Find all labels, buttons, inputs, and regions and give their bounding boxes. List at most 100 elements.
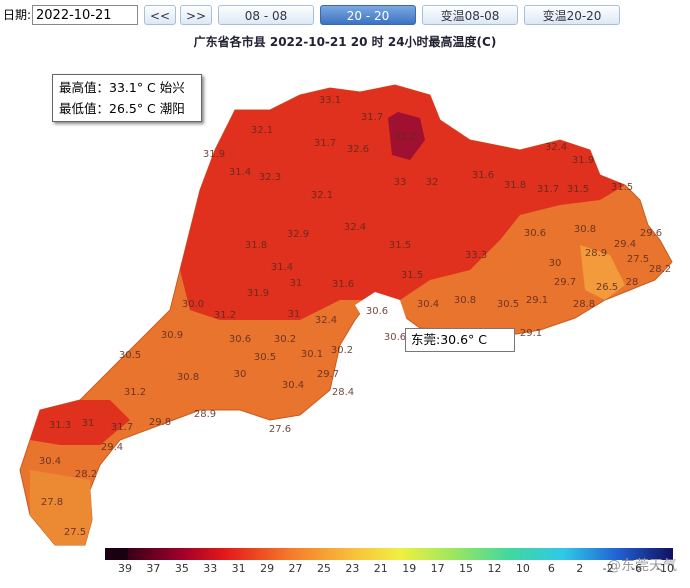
station-value: 32.2 <box>394 132 416 143</box>
legend-label: 12 <box>487 562 501 575</box>
min-value: 最低值：26.5° C 潮阳 <box>59 101 185 116</box>
station-value: 31.2 <box>214 310 236 321</box>
station-value: 29.1 <box>526 295 548 306</box>
hot-region <box>30 400 130 445</box>
station-value: 30 <box>234 369 247 380</box>
time-button[interactable]: 变温20-20 <box>524 5 620 25</box>
time-button[interactable]: 20 - 20 <box>320 5 416 25</box>
hot-region <box>180 85 625 320</box>
time-button[interactable]: 变温08-08 <box>422 5 518 25</box>
station-value: 31.2 <box>124 387 146 398</box>
station-value: 31.9 <box>247 288 269 299</box>
map-title: 广东省各市县 2022-10-21 20 时 24小时最高温度(C) <box>194 34 497 49</box>
station-value: 28.4 <box>332 387 354 398</box>
station-value: 27.5 <box>64 527 86 538</box>
station-value: 30.5 <box>119 350 141 361</box>
time-button[interactable]: 08 - 08 <box>218 5 314 25</box>
legend-label: 33 <box>203 562 217 575</box>
station-value: 31.6 <box>332 279 354 290</box>
station-value: 32.4 <box>545 142 567 153</box>
station-value: 30.6 <box>384 332 406 343</box>
legend-label: -6 <box>631 562 642 575</box>
next-button[interactable]: >> <box>180 5 212 25</box>
station-value: 30.4 <box>39 456 61 467</box>
station-value: 30.8 <box>574 224 596 235</box>
station-value: 30.0 <box>182 299 204 310</box>
station-value: 31.4 <box>271 262 293 273</box>
station-value: 29.6 <box>640 228 662 239</box>
station-value: 31.7 <box>537 184 559 195</box>
station-value: 32.9 <box>287 229 309 240</box>
station-value: 31.3 <box>49 420 71 431</box>
station-value: 29.1 <box>520 328 542 339</box>
date-input[interactable]: 2022-10-21 <box>32 5 138 25</box>
station-value: 28.2 <box>75 469 97 480</box>
legend-label: 17 <box>431 562 445 575</box>
legend-label: 39 <box>118 562 132 575</box>
sea-bay <box>355 292 410 345</box>
legend-label: 19 <box>402 562 416 575</box>
station-value: 30.6 <box>229 334 251 345</box>
station-value: 30.2 <box>274 334 296 345</box>
station-value: 26.5 <box>596 282 618 293</box>
station-value: 32.1 <box>311 190 333 201</box>
mild-region <box>580 245 625 300</box>
station-value: 31.4 <box>229 167 251 178</box>
station-value: 30.4 <box>417 299 439 310</box>
station-value: 29.7 <box>317 369 339 380</box>
station-value: 29.4 <box>614 239 636 250</box>
station-value: 29.7 <box>554 277 576 288</box>
station-value: 30 <box>549 258 562 269</box>
station-value: 31.9 <box>572 155 594 166</box>
legend-bar <box>128 548 673 560</box>
station-value: 33 <box>394 177 407 188</box>
station-value: 31.7 <box>314 138 336 149</box>
prev-button[interactable]: << <box>144 5 176 25</box>
station-value: 30.4 <box>282 380 304 391</box>
station-value: 31.7 <box>361 112 383 123</box>
station-value: 31.5 <box>401 270 423 281</box>
station-value: 27.5 <box>627 254 649 265</box>
legend-label: 21 <box>374 562 388 575</box>
peak-region <box>388 112 425 160</box>
station-value: 27.6 <box>269 424 291 435</box>
station-value: 30.8 <box>177 372 199 383</box>
legend-label: 2 <box>576 562 583 575</box>
station-value: 30.9 <box>161 330 183 341</box>
station-value: 33.3 <box>465 250 487 261</box>
date-label: 日期: <box>2 8 32 22</box>
station-value: 30.6 <box>524 228 546 239</box>
station-value: 31 <box>290 278 303 289</box>
station-value: 31 <box>288 309 301 320</box>
station-value: 32.4 <box>344 222 366 233</box>
station-value: 29.8 <box>149 417 171 428</box>
station-value: 31.7 <box>111 422 133 433</box>
legend-label: 15 <box>459 562 473 575</box>
station-value: 32.6 <box>347 144 369 155</box>
station-value: 30.6 <box>366 306 388 317</box>
legend-bar <box>105 548 128 560</box>
station-value: 31.5 <box>567 184 589 195</box>
max-value: 最高值：33.1° C 始兴 <box>59 80 185 95</box>
legend-label: 6 <box>548 562 555 575</box>
station-value: 30.2 <box>331 345 353 356</box>
legend-label: -2 <box>603 562 614 575</box>
legend-label: -10 <box>656 562 674 575</box>
legend-label: 37 <box>146 562 160 575</box>
station-value: 32.3 <box>259 172 281 183</box>
station-value: 31.8 <box>245 240 267 251</box>
station-value: 30.5 <box>497 299 519 310</box>
watermark: @东莞天气 <box>607 558 677 574</box>
legend-label: 35 <box>175 562 189 575</box>
mild-region <box>30 470 92 545</box>
station-value: 27.8 <box>41 497 63 508</box>
station-value: 31.8 <box>504 180 526 191</box>
station-value: 30.1 <box>301 349 323 360</box>
legend-label: 29 <box>260 562 274 575</box>
station-value: 31 <box>82 418 95 429</box>
station-value: 28 <box>626 277 639 288</box>
station-value: 33.1 <box>319 95 341 106</box>
station-value: 28.2 <box>649 264 671 275</box>
